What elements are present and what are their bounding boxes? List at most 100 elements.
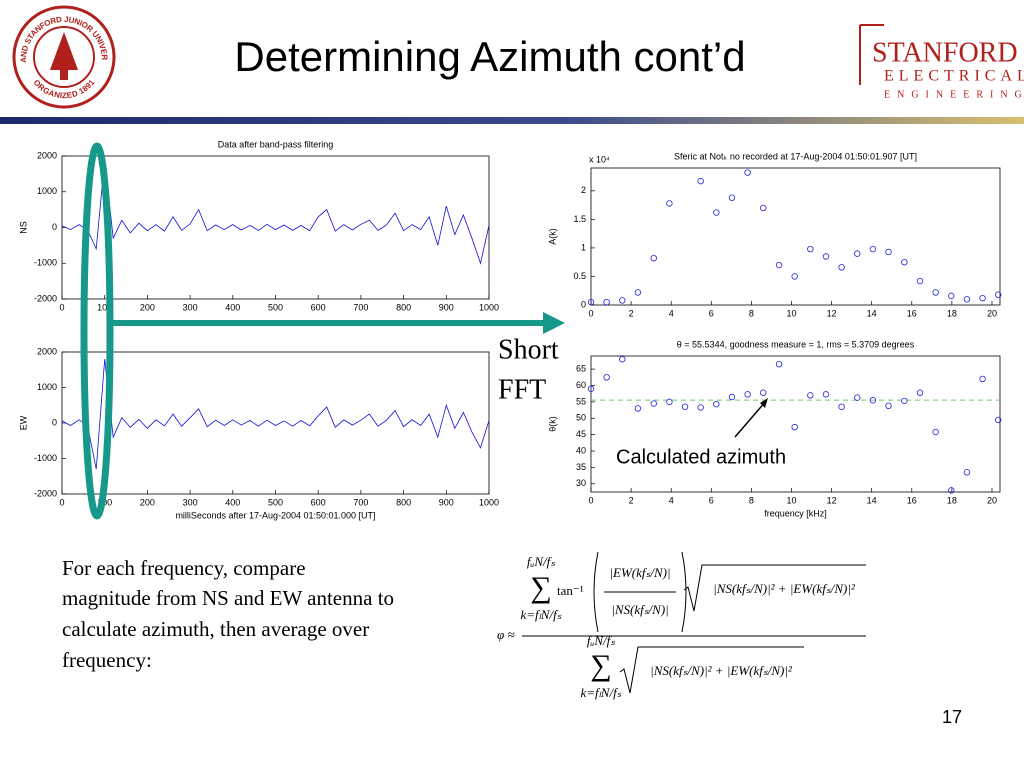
formula-root: |NS(kfₛ/N)|² + |EW(kfₛ/N)|² — [713, 581, 856, 596]
annotation-arrow-head — [760, 398, 768, 408]
x-tick-label: 700 — [353, 302, 368, 312]
x-tick-label: 1000 — [479, 497, 499, 507]
x-tick-label: 4 — [669, 495, 674, 505]
data-point — [728, 393, 736, 401]
body-text: For each frequency, compare magnitude fr… — [62, 556, 394, 672]
y-tick-label: 65 — [576, 363, 586, 373]
charts: 0 100 200 300 400 500 600 700 800 900 1000-2000-10… — [18, 139, 1002, 520]
data-point — [697, 177, 704, 185]
plot-frame — [61, 351, 490, 495]
y-axis-label: A(k) — [547, 228, 557, 245]
sum-limit: fᵤN/fₛ — [527, 554, 555, 569]
data-point — [994, 291, 1002, 298]
body-line: frequency: — [62, 648, 152, 672]
data-point — [728, 194, 736, 201]
x-tick-label: 300 — [183, 302, 198, 312]
x-tick-label: 6 — [709, 308, 714, 318]
y-tick-label: 35 — [576, 462, 586, 472]
seal-logo: LELAND STANFORD JUNIOR UNIVERSITY ORGANI… — [0, 0, 116, 109]
data-point — [650, 254, 657, 262]
x-tick-label: 600 — [311, 497, 326, 507]
logo-text: ELECTRICAL — [884, 68, 1024, 85]
y-axis-label: NS — [18, 221, 28, 234]
x-tick-label: 500 — [268, 497, 283, 507]
x-tick-label: 500 — [268, 302, 283, 312]
y-tick-label: 1 — [581, 242, 586, 252]
plot-frame — [61, 155, 490, 300]
x-tick-label: 0 — [588, 308, 593, 318]
paren — [593, 551, 687, 633]
data-point — [634, 289, 642, 296]
x-tick-label: 600 — [311, 302, 326, 312]
y-tick-label: 50 — [576, 413, 586, 423]
data-point — [666, 200, 673, 207]
y-tick-label: -2000 — [34, 293, 57, 303]
plot-frame — [590, 355, 1001, 493]
data-point — [822, 253, 830, 260]
y-tick-label: -2000 — [34, 488, 57, 498]
logo-bracket — [859, 24, 884, 85]
annotation: Calculated azimuth — [616, 446, 786, 468]
data-point — [775, 261, 783, 269]
data-point — [963, 469, 971, 476]
x-tick-label: 14 — [867, 495, 877, 505]
sum-sign: ∑ — [530, 571, 551, 604]
data-point — [869, 397, 877, 404]
logo-text: STANFORD — [872, 37, 1018, 68]
y-tick-label: 1000 — [37, 186, 57, 196]
data-point — [744, 169, 751, 176]
x-tick-label: 300 — [183, 497, 198, 507]
x-tick-label: 1000 — [479, 302, 499, 312]
y-tick-label: 2000 — [37, 150, 57, 160]
x-tick-label: 700 — [353, 497, 368, 507]
x-tick-label: 16 — [907, 308, 917, 318]
x-axis-label: milliSeconds after 17-Aug-2004 01:50:01.… — [175, 510, 375, 520]
y-tick-label: 1.5 — [573, 214, 586, 224]
data-point — [979, 294, 986, 302]
arrow-label: Short — [498, 334, 559, 365]
sum-limit: fᵤN/fₛ — [587, 633, 615, 648]
data-point — [619, 297, 626, 304]
x-tick-label: 12 — [827, 308, 837, 318]
x-tick-label: 8 — [749, 308, 754, 318]
x-tick-label: 10 — [786, 308, 796, 318]
data-point — [854, 250, 861, 257]
arrow-head — [543, 312, 565, 334]
slide-title: Determining Azimuth cont’d — [234, 33, 745, 80]
annotation-arrow — [734, 400, 767, 438]
x-tick-label: 4 — [669, 308, 674, 318]
data-point — [619, 356, 626, 363]
x-tick-label: 100 — [97, 302, 112, 312]
x-tick-label: 20 — [987, 308, 997, 318]
y-axis-label: θ(k) — [547, 416, 557, 432]
data-point — [916, 389, 924, 396]
data-point — [760, 204, 767, 212]
data-point — [775, 360, 783, 368]
y-tick-label: -1000 — [34, 258, 57, 268]
sum-limit: k=fₗN/fₛ — [580, 685, 621, 700]
data-point — [744, 391, 751, 398]
sqrt-sign — [619, 646, 804, 694]
y-tick-label: 0 — [52, 222, 57, 232]
x-tick-label: 800 — [396, 497, 411, 507]
y-tick-label: 0 — [581, 299, 586, 309]
x-tick-label: 400 — [225, 497, 240, 507]
data-point — [932, 428, 939, 436]
y-tick-label: 40 — [576, 445, 586, 455]
y-tick-label: 0 — [52, 417, 57, 427]
x-tick-label: 2 — [629, 308, 634, 318]
x-tick-label: 400 — [225, 302, 240, 312]
page-number: 17 — [942, 707, 962, 727]
formula-tan: tan⁻¹ — [557, 583, 584, 598]
x-tick-label: 800 — [396, 302, 411, 312]
data-point — [650, 400, 657, 407]
sum-sign: ∑ — [590, 649, 611, 682]
x-tick-label: 0 — [59, 497, 64, 507]
x-tick-label: 8 — [749, 495, 754, 505]
formula-lhs: φ ≈ — [497, 627, 515, 642]
x-tick-label: 200 — [140, 497, 155, 507]
data-point — [666, 398, 673, 406]
data-point — [807, 245, 814, 253]
sqrt-sign — [683, 564, 866, 612]
